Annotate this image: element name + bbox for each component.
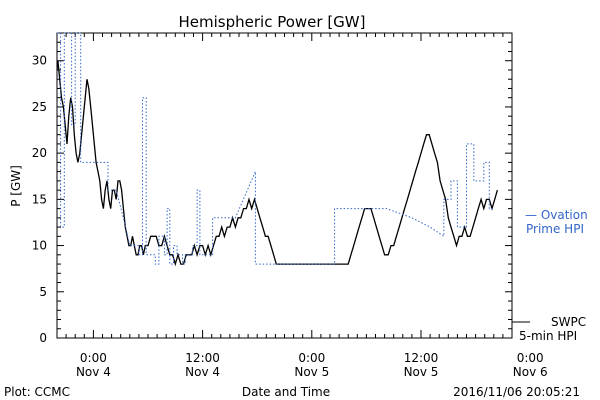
y-axis-label: P [GW] — [9, 165, 23, 207]
footer-plot-credit: Plot: CCMC — [4, 385, 70, 399]
footer-timestamp: 2016/11/06 20:05:21 — [453, 385, 580, 399]
series-layer — [56, 32, 499, 267]
legend-swpc-line2: 5-min HPI — [519, 329, 577, 343]
y-tick-label: 30 — [32, 54, 47, 68]
x-tick-label-time: 0:00 — [298, 351, 325, 365]
y-tick-label: 25 — [32, 100, 47, 114]
y-tick-label: 10 — [32, 239, 47, 253]
y-tick-label: 0 — [39, 331, 47, 345]
x-tick-label-date: Nov 5 — [404, 365, 439, 379]
x-tick-label-date: Nov 5 — [294, 365, 329, 379]
legend-ovation-line2: Prime HPI — [526, 222, 584, 236]
x-tick-label-time: 12:00 — [185, 351, 220, 365]
x-tick-label-time: 0:00 — [80, 351, 107, 365]
series-swpc-hpi-line — [56, 60, 499, 267]
plot-area — [56, 32, 513, 339]
chart-title: Hemispheric Power [GW] — [179, 13, 366, 31]
y-tick-label: 5 — [39, 285, 47, 299]
series-ovation-hpi-line — [57, 32, 495, 265]
plot-frame — [56, 32, 513, 339]
x-axis-label: Date and Time — [242, 385, 330, 399]
x-tick-label-date: Nov 6 — [513, 365, 548, 379]
legend: — Ovation Prime HPI SWPC 5-min HPI — [512, 208, 588, 343]
y-axis: 0 5 10 15 20 25 30 — [32, 32, 512, 345]
y-tick-label: 15 — [32, 192, 47, 206]
x-tick-label-date: Nov 4 — [185, 365, 220, 379]
y-tick-label: 20 — [32, 146, 47, 160]
x-tick-label-date: Nov 4 — [76, 365, 111, 379]
x-tick-label-time: 0:00 — [517, 351, 544, 365]
legend-swpc-line1: SWPC — [551, 315, 586, 329]
legend-ovation-line1: — Ovation — [525, 208, 588, 222]
x-tick-label-time: 12:00 — [404, 351, 439, 365]
